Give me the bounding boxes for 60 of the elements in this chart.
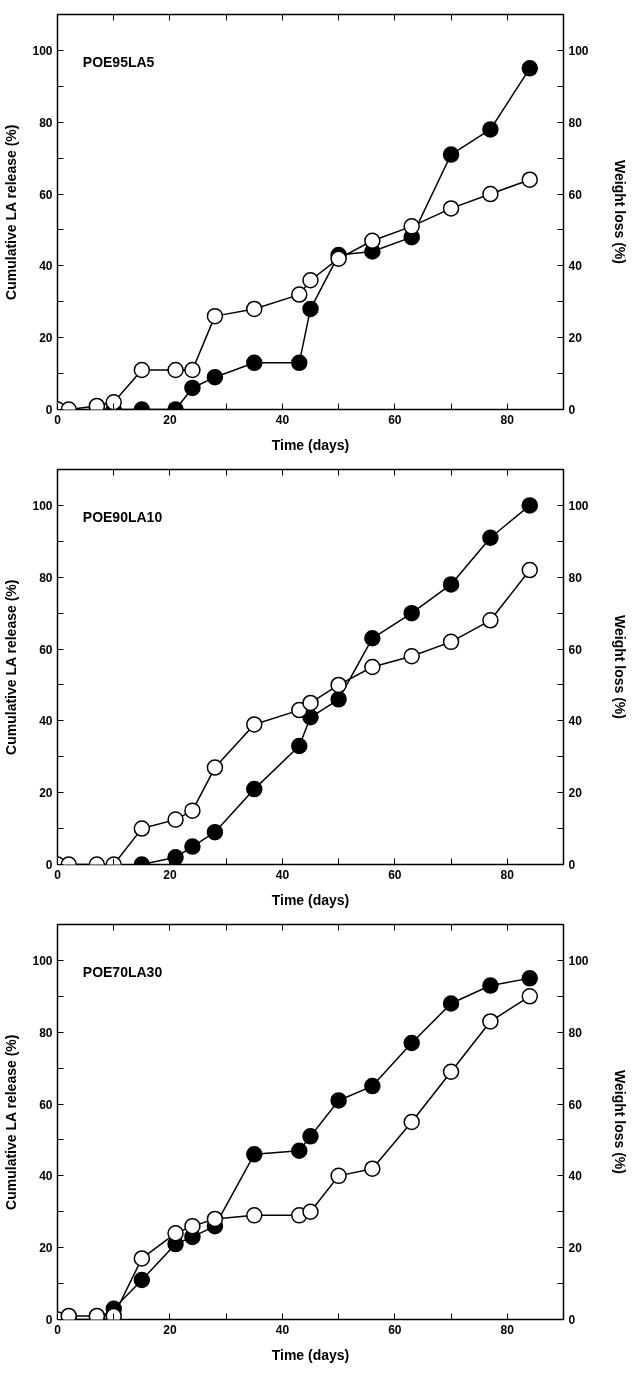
y-tick-label: 20 bbox=[39, 331, 53, 346]
y2-tick-label: 100 bbox=[568, 43, 589, 58]
y-axis-title: Cumulative LA release (%) bbox=[3, 124, 20, 300]
y2-axis-title: Weight loss (%) bbox=[611, 160, 628, 264]
y2-tick-label: 20 bbox=[568, 786, 583, 801]
x-axis-title: Time (days) bbox=[271, 1346, 350, 1363]
x-tick-label: 20 bbox=[163, 1322, 177, 1337]
y2-tick-label: 80 bbox=[568, 115, 583, 130]
y-tick-label: 20 bbox=[39, 1241, 53, 1256]
y2-tick-label: 20 bbox=[568, 1241, 583, 1256]
y-tick-label: 60 bbox=[39, 1097, 53, 1112]
y-axis-title: Cumulative LA release (%) bbox=[3, 579, 20, 755]
y2-axis-title: Weight loss (%) bbox=[611, 1070, 628, 1174]
y-tick-label: 40 bbox=[39, 714, 53, 729]
x-tick-label: 80 bbox=[500, 1322, 515, 1337]
y-tick-label: 80 bbox=[39, 1025, 53, 1040]
y2-tick-label: 0 bbox=[568, 403, 576, 417]
y2-tick-label: 40 bbox=[568, 259, 583, 274]
y2-tick-label: 40 bbox=[568, 1169, 583, 1184]
x-tick-label: 60 bbox=[388, 1322, 402, 1337]
y-tick-label: 100 bbox=[32, 953, 53, 968]
x-tick-label: 20 bbox=[163, 412, 177, 427]
y2-tick-label: 60 bbox=[568, 642, 583, 657]
x-tick-label: 80 bbox=[500, 867, 515, 882]
x-tick-label: 20 bbox=[163, 867, 177, 882]
y2-tick-label: 80 bbox=[568, 570, 583, 585]
y2-tick-label: 40 bbox=[568, 714, 583, 729]
x-axis-title: Time (days) bbox=[271, 436, 350, 453]
y2-tick-label: 0 bbox=[568, 858, 576, 872]
y2-tick-label: 20 bbox=[568, 331, 583, 346]
y-tick-label: 0 bbox=[45, 403, 53, 417]
x-tick-label: 40 bbox=[275, 1322, 290, 1337]
y-tick-label: 60 bbox=[39, 187, 53, 202]
x-tick-label: 60 bbox=[388, 412, 402, 427]
y-tick-label: 40 bbox=[39, 259, 53, 274]
x-axis-title: Time (days) bbox=[271, 891, 350, 908]
y-tick-label: 20 bbox=[39, 786, 53, 801]
y-tick-label: 60 bbox=[39, 642, 53, 657]
x-tick-label: 60 bbox=[388, 867, 402, 882]
y2-tick-label: 0 bbox=[568, 1313, 576, 1327]
x-tick-label: 40 bbox=[275, 412, 290, 427]
y2-tick-label: 80 bbox=[568, 1025, 583, 1040]
y-tick-label: 0 bbox=[45, 858, 53, 872]
annotation: POE90LA10 bbox=[82, 508, 163, 525]
x-tick-label: 40 bbox=[275, 867, 290, 882]
y-tick-label: 40 bbox=[39, 1169, 53, 1184]
y2-axis-title: Weight loss (%) bbox=[611, 615, 628, 719]
y-tick-label: 100 bbox=[32, 498, 53, 513]
y2-tick-label: 100 bbox=[568, 953, 589, 968]
x-tick-label: 80 bbox=[500, 412, 515, 427]
y2-tick-label: 100 bbox=[568, 498, 589, 513]
y2-tick-label: 60 bbox=[568, 187, 583, 202]
y2-tick-label: 60 bbox=[568, 1097, 583, 1112]
annotation: POE70LA30 bbox=[82, 963, 163, 980]
y-tick-label: 100 bbox=[32, 43, 53, 58]
y-axis-title: Cumulative LA release (%) bbox=[3, 1034, 20, 1210]
y-tick-label: 80 bbox=[39, 570, 53, 585]
y-tick-label: 80 bbox=[39, 115, 53, 130]
annotation: POE95LA5 bbox=[82, 53, 155, 70]
y-tick-label: 0 bbox=[45, 1313, 53, 1327]
